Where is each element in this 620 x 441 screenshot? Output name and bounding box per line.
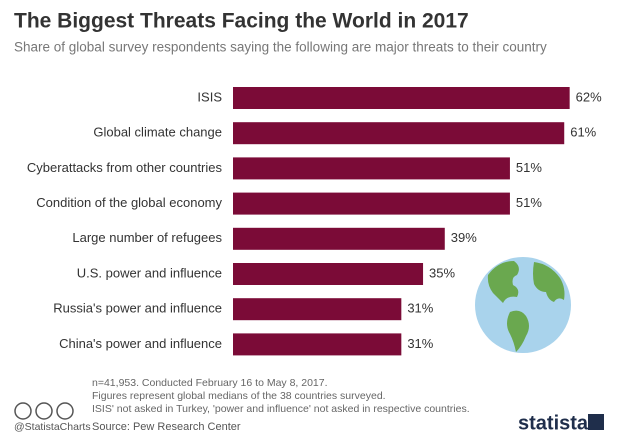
value-label: 39% [451,230,477,245]
bar [233,298,402,321]
value-label: 35% [429,265,455,280]
category-label: ISIS [197,89,222,104]
category-label: Cyberattacks from other countries [27,160,223,175]
bar [233,122,565,145]
chart-subtitle: Share of global survey respondents sayin… [14,40,547,55]
category-label: Russia's power and influence [53,301,222,316]
note: n=41,953. Conducted February 16 to May 8… [92,377,328,389]
category-label: China's power and influence [59,336,222,351]
credit: @StatistaCharts [14,421,91,433]
source: Source: Pew Research Center [92,421,241,433]
note: Figures represent global medians of the … [92,390,386,402]
globe [475,257,571,353]
category-label: Global climate change [93,125,222,140]
brand: statista [518,412,589,434]
license-icons [14,402,74,420]
value-label: 61% [570,125,596,140]
brand-icon [588,414,604,430]
category-label: U.S. power and influence [77,265,222,280]
value-label: 31% [407,336,433,351]
value-label: 62% [576,89,602,104]
value-label: 51% [516,195,542,210]
bar [233,87,570,109]
value-label: 51% [516,160,542,175]
category-label: Large number of refugees [72,230,222,245]
value-label: 31% [407,301,433,316]
bar [233,263,424,285]
bar [233,192,510,215]
bar [233,333,402,356]
category-label: Condition of the global economy [36,195,222,210]
chart-title: The Biggest Threats Facing the World in … [14,10,469,33]
bar [233,157,510,180]
note: ISIS' not asked in Turkey, 'power and in… [92,403,470,415]
bar [233,227,445,250]
